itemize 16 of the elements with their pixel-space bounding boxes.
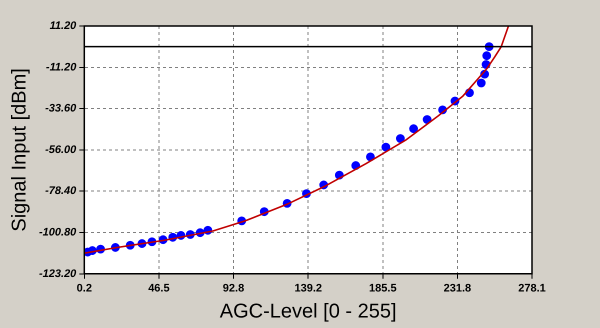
y-tick-label: -33.60 xyxy=(45,102,78,115)
x-tick-label: 139.2 xyxy=(294,282,322,294)
x-tick-label: 92.8 xyxy=(222,282,244,294)
x-tick-label: 0.2 xyxy=(76,282,92,294)
y-tick-label: -123.20 xyxy=(38,268,78,280)
x-tick-label: 185.5 xyxy=(369,282,397,294)
x-tick-label: 231.8 xyxy=(444,282,472,294)
x-tick-label: 278.1 xyxy=(518,282,546,294)
y-tick-label: -78.40 xyxy=(45,185,78,198)
x-tick-label: 46.5 xyxy=(148,282,170,294)
y-tick-label: -100.80 xyxy=(38,226,78,239)
y-tick-label: -11.20 xyxy=(46,61,78,74)
y-tick-label: 11.20 xyxy=(50,20,78,32)
y-axis-title: Signal Input [dBm] xyxy=(8,68,31,232)
y-tick-label: -56.00 xyxy=(45,144,78,156)
x-axis-title: AGC-Level [0 - 255] xyxy=(220,300,397,323)
